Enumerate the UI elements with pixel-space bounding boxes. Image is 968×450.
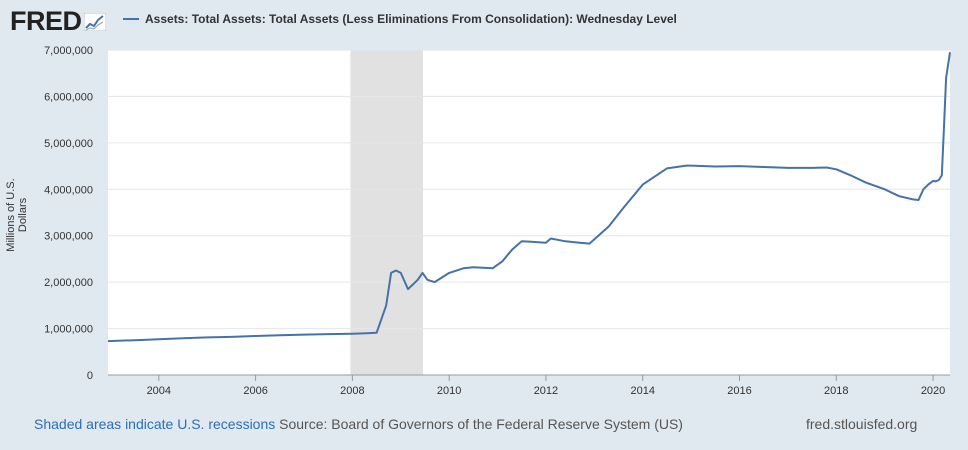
x-tick-label: 2004 (147, 385, 171, 397)
y-tick-label: 0 (87, 370, 93, 382)
x-tick-label: 2006 (243, 385, 267, 397)
recession-note-link[interactable]: Shaded areas indicate U.S. recessions (34, 416, 276, 432)
y-tick-label: 3,000,000 (44, 231, 93, 243)
x-tick-label: 2014 (630, 385, 654, 397)
y-tick-label: 6,000,000 (44, 91, 93, 103)
source-text: Source: Board of Governors of the Federa… (279, 416, 683, 432)
fred-chart-mark-icon (83, 13, 106, 31)
chart-legend[interactable]: Assets: Total Assets: Total Assets (Less… (123, 12, 677, 26)
logo-text: FRED (10, 6, 82, 36)
y-tick-label: 2,000,000 (44, 277, 93, 289)
line-chart: 0 1,000,000 2,000,000 3,000,000 4,000,000 5,0… (44, 45, 951, 397)
x-tick-label: 2010 (437, 385, 461, 397)
x-tick-label: 2020 (921, 385, 945, 397)
plot-area (108, 50, 950, 375)
x-tick-label: 2008 (340, 385, 364, 397)
y-tick-label: 7,000,000 (44, 45, 93, 57)
footer-left: Shaded areas indicate U.S. recessions So… (34, 416, 683, 432)
legend-swatch (123, 18, 139, 20)
x-tick-label: 2012 (534, 385, 558, 397)
y-tick-label: 5,000,000 (44, 138, 93, 150)
y-tick-label: 1,000,000 (44, 324, 93, 336)
y-tick-label: 4,000,000 (44, 184, 93, 196)
x-tick-label: 2018 (824, 385, 848, 397)
fred-logo[interactable]: FRED (10, 6, 106, 36)
site-text: fred.stlouisfed.org (806, 416, 918, 432)
recession-shade (350, 50, 424, 375)
series-line (107, 52, 951, 343)
legend-label: Assets: Total Assets: Total Assets (Less… (145, 12, 677, 26)
x-tick-label: 2016 (727, 385, 751, 397)
